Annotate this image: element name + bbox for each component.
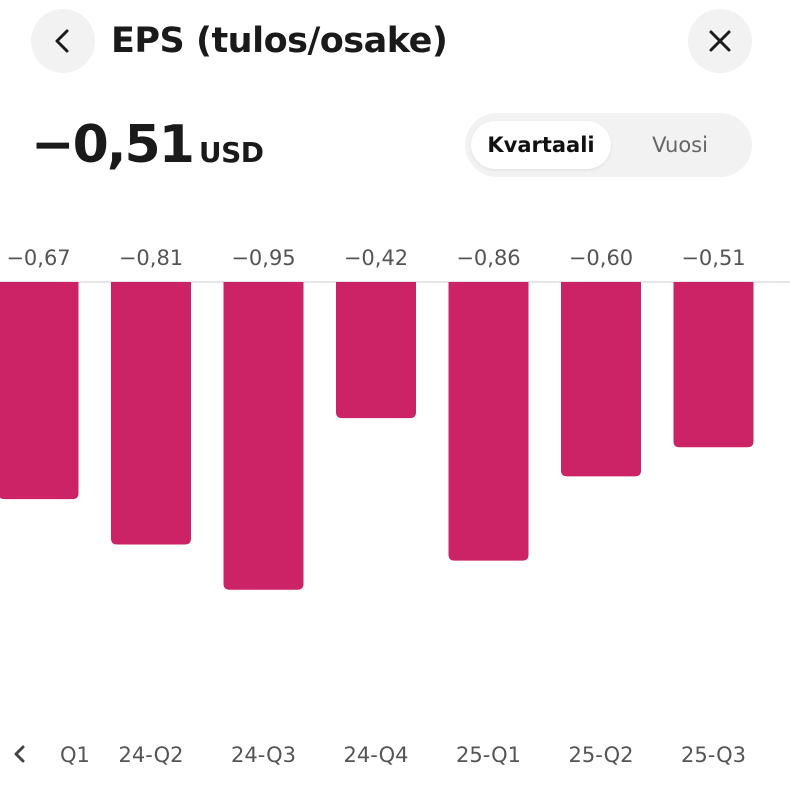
value-label: −0,95 xyxy=(231,246,295,270)
close-button[interactable] xyxy=(688,9,752,73)
x-tick-label: 24-Q4 xyxy=(344,743,409,767)
close-icon xyxy=(709,30,731,52)
bar-24-Q1[interactable] xyxy=(0,282,79,500)
scroll-left-button[interactable] xyxy=(8,736,32,772)
eps-unit: USD xyxy=(198,136,264,169)
value-label: −0,42 xyxy=(344,246,408,270)
tab-quarterly[interactable]: Kvartaali xyxy=(471,121,611,169)
value-label: −0,81 xyxy=(119,246,183,270)
x-tick-label: 25-Q2 xyxy=(569,743,634,767)
x-tick-label: Q1 xyxy=(60,743,90,767)
bar-25-Q3[interactable] xyxy=(673,282,754,448)
chevron-left-icon xyxy=(14,745,25,763)
bar-24-Q2[interactable] xyxy=(111,282,191,545)
bar-25-Q1[interactable] xyxy=(448,282,529,561)
value-label: −0,51 xyxy=(681,246,745,270)
bar-25-Q2[interactable] xyxy=(561,282,641,477)
eps-value: −0,51 xyxy=(31,115,195,175)
x-tick-label: 24-Q3 xyxy=(231,743,296,767)
x-tick-label: 24-Q2 xyxy=(119,743,184,767)
x-tick-label: 25-Q3 xyxy=(681,743,746,767)
value-label: −0,86 xyxy=(456,246,520,270)
page-title: EPS (tulos/osake) xyxy=(111,21,448,61)
tab-yearly[interactable]: Vuosi xyxy=(652,133,708,157)
value-label: −0,60 xyxy=(569,246,633,270)
chevron-left-icon xyxy=(55,29,69,53)
x-tick-label: 25-Q1 xyxy=(456,743,521,767)
bar-24-Q4[interactable] xyxy=(336,282,416,419)
value-label: −0,67 xyxy=(6,246,70,270)
period-toggle: Kvartaali Vuosi xyxy=(465,113,752,177)
eps-summary: −0,51 USD xyxy=(31,112,264,178)
back-button[interactable] xyxy=(31,9,95,73)
bar-24-Q3[interactable] xyxy=(223,282,304,590)
